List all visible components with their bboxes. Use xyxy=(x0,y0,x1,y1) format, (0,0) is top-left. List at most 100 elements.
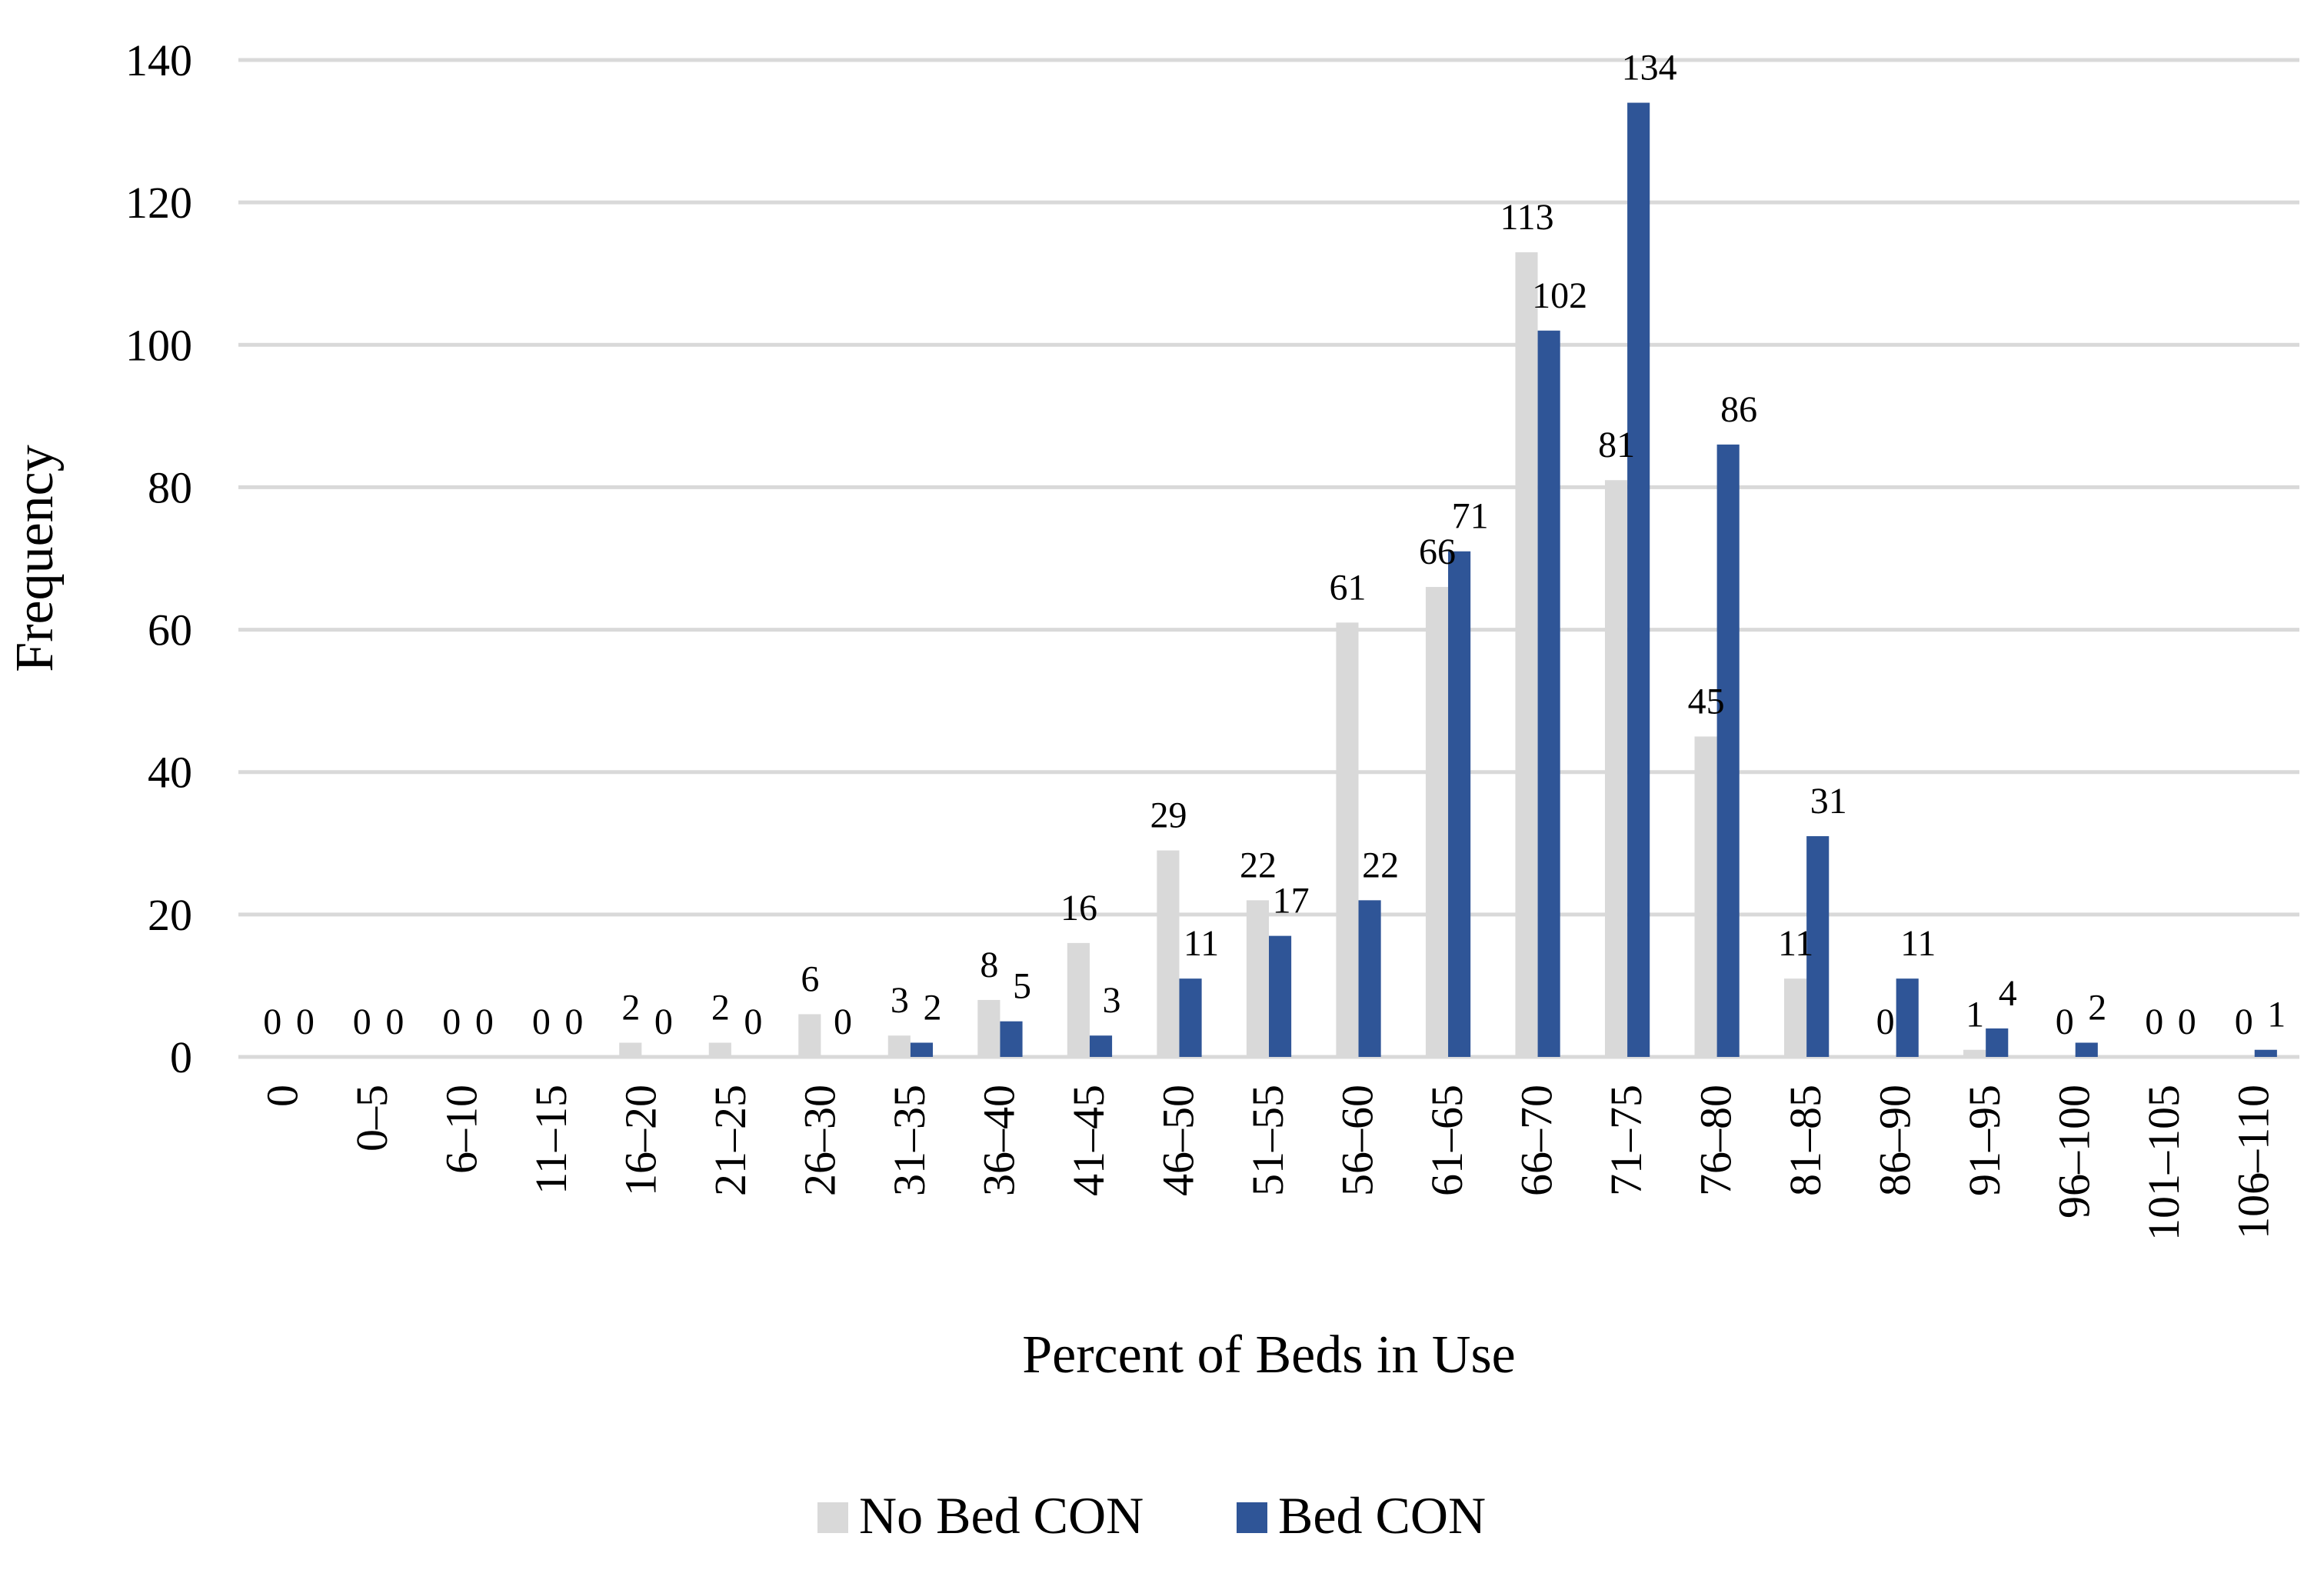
bar-no-bed-con xyxy=(708,1042,731,1057)
bars xyxy=(619,102,2277,1058)
x-tick-label: 21–25 xyxy=(705,1085,755,1196)
bar-bed-con xyxy=(1627,102,1650,1058)
bar-no-bed-con xyxy=(798,1014,821,1057)
data-label-no-bed-con: 0 xyxy=(1876,1002,1895,1042)
x-tick-label: 96–100 xyxy=(2049,1085,2099,1218)
bar-bed-con xyxy=(1089,1035,1113,1057)
bar-bed-con xyxy=(2254,1049,2277,1057)
legend: No Bed CON Bed CON xyxy=(817,1486,1486,1545)
bar-bed-con xyxy=(1537,330,1560,1057)
bar-bed-con xyxy=(1986,1028,2009,1057)
data-label-bed-con: 102 xyxy=(1532,275,1587,316)
x-tick-label: 36–40 xyxy=(974,1085,1024,1196)
x-tick-label: 6–10 xyxy=(436,1085,486,1174)
x-tick-label: 16–20 xyxy=(615,1085,665,1196)
x-axis-ticks: 0 0–5 6–10 11–15 16–20 21–25 26–30 31–35 36–40 41… xyxy=(257,1085,2278,1241)
x-tick-label: 51–55 xyxy=(1243,1085,1293,1196)
bar-bed-con xyxy=(1896,978,1919,1057)
data-label-bed-con: 0 xyxy=(744,1002,762,1042)
data-label-bed-con: 86 xyxy=(1720,389,1757,430)
data-label-no-bed-con: 61 xyxy=(1330,567,1367,608)
y-tick-label: 20 xyxy=(148,890,192,940)
data-label-bed-con: 31 xyxy=(1810,781,1847,822)
data-label-no-bed-con: 0 xyxy=(2056,1002,2074,1042)
legend-label: No Bed CON xyxy=(859,1486,1144,1545)
bar-no-bed-con xyxy=(1784,978,1807,1057)
bar-bed-con xyxy=(1000,1021,1023,1057)
data-label-bed-con: 2 xyxy=(2088,987,2106,1028)
data-label-bed-con: 22 xyxy=(1362,845,1399,885)
data-label-no-bed-con: 29 xyxy=(1150,795,1187,836)
x-tick-label: 86–90 xyxy=(1870,1085,1920,1196)
data-label-no-bed-con: 1 xyxy=(1966,995,1984,1035)
data-label-bed-con: 4 xyxy=(1999,973,2017,1014)
data-label-bed-con: 0 xyxy=(834,1002,852,1042)
y-tick-label: 0 xyxy=(170,1032,192,1082)
data-label-no-bed-con: 0 xyxy=(2235,1002,2253,1042)
bar-no-bed-con xyxy=(1963,1049,1986,1057)
data-label-no-bed-con: 2 xyxy=(621,987,640,1028)
bar-no-bed-con xyxy=(1336,622,1359,1057)
x-tick-label: 46–50 xyxy=(1153,1085,1203,1196)
x-tick-label: 11–15 xyxy=(526,1085,576,1195)
x-tick-label: 106–110 xyxy=(2229,1085,2279,1239)
data-label-no-bed-con: 16 xyxy=(1060,888,1097,928)
legend-label: Bed CON xyxy=(1278,1486,1486,1545)
bar-no-bed-con xyxy=(1425,587,1449,1057)
data-label-bed-con: 0 xyxy=(2178,1002,2196,1042)
data-label-no-bed-con: 8 xyxy=(980,945,998,985)
y-tick-label: 80 xyxy=(148,462,192,512)
bar-bed-con xyxy=(1716,444,1740,1057)
x-tick-label: 61–65 xyxy=(1422,1085,1472,1196)
data-label-no-bed-con: 0 xyxy=(442,1002,461,1042)
data-label-bed-con: 71 xyxy=(1452,496,1489,537)
bar-no-bed-con xyxy=(619,1042,642,1057)
data-label-no-bed-con: 0 xyxy=(353,1002,371,1042)
data-label-no-bed-con: 113 xyxy=(1500,197,1553,238)
data-label-no-bed-con: 0 xyxy=(532,1002,551,1042)
bar-no-bed-con xyxy=(1157,850,1180,1057)
data-label-no-bed-con: 2 xyxy=(711,987,730,1028)
x-tick-label: 91–95 xyxy=(1959,1085,2009,1196)
bar-bed-con xyxy=(2075,1042,2098,1057)
x-tick-label: 66–70 xyxy=(1512,1085,1562,1196)
bar-no-bed-con xyxy=(1694,736,1717,1057)
legend-swatch xyxy=(817,1502,848,1533)
bar-no-bed-con xyxy=(1515,252,1538,1057)
bar-no-bed-con xyxy=(1067,942,1090,1057)
y-tick-label: 120 xyxy=(125,178,192,228)
bar-bed-con xyxy=(1448,551,1471,1057)
data-label-bed-con: 1 xyxy=(2267,995,2286,1035)
bar-bed-con xyxy=(1806,836,1830,1057)
x-tick-label: 56–60 xyxy=(1333,1085,1383,1196)
x-tick-label: 76–80 xyxy=(1691,1085,1741,1196)
data-label-bed-con: 0 xyxy=(654,1002,673,1042)
bar-no-bed-con xyxy=(887,1035,911,1057)
data-label-bed-con: 0 xyxy=(475,1002,494,1042)
y-tick-label: 60 xyxy=(148,605,192,655)
y-tick-label: 100 xyxy=(125,320,192,370)
x-tick-label: 31–35 xyxy=(884,1085,934,1196)
bar-bed-con xyxy=(1269,935,1292,1057)
bar-no-bed-con xyxy=(977,999,1001,1057)
data-label-bed-con: 134 xyxy=(1622,48,1677,88)
data-label-no-bed-con: 81 xyxy=(1598,425,1635,465)
y-tick-label: 40 xyxy=(148,748,192,798)
y-axis-ticks: 0 20 40 60 80 100 120 140 xyxy=(125,35,192,1082)
bar-no-bed-con xyxy=(1246,900,1269,1057)
data-label-bed-con: 0 xyxy=(564,1002,583,1042)
data-label-no-bed-con: 0 xyxy=(263,1002,281,1042)
data-label-no-bed-con: 3 xyxy=(891,980,909,1021)
y-tick-label: 140 xyxy=(125,35,192,85)
x-tick-label: 41–45 xyxy=(1064,1085,1114,1196)
data-label-bed-con: 11 xyxy=(1184,923,1219,964)
data-label-no-bed-con: 22 xyxy=(1240,845,1277,885)
data-label-no-bed-con: 66 xyxy=(1419,532,1456,572)
bar-bed-con xyxy=(1358,900,1381,1057)
x-axis-title: Percent of Beds in Use xyxy=(1022,1325,1516,1385)
bar-no-bed-con xyxy=(1604,480,1628,1057)
x-tick-label: 26–30 xyxy=(794,1085,844,1196)
x-tick-label: 101–105 xyxy=(2139,1085,2189,1241)
